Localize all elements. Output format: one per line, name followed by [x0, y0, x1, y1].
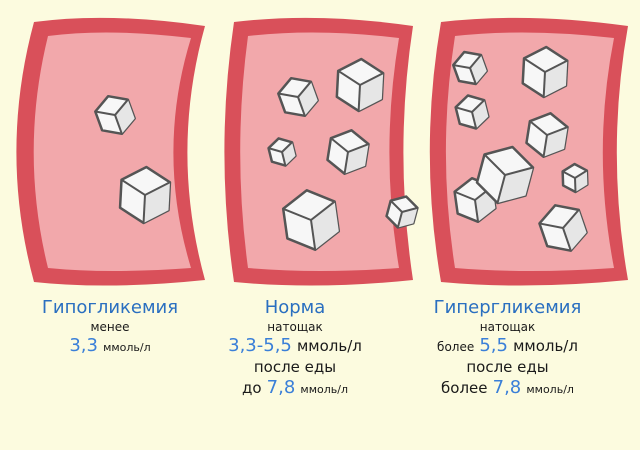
value: 5,5 [479, 335, 508, 357]
label: более [441, 379, 488, 398]
sugar-cube [94, 94, 136, 136]
column-norm: Норма натощак 3,3-5,5 ммоль/л после еды … [200, 297, 390, 399]
sugar-cube [538, 204, 588, 252]
sugar-cube [326, 129, 370, 175]
label: натощак [267, 319, 323, 334]
label: менее [90, 319, 130, 334]
label: после еды [466, 358, 549, 377]
sugar-cube [385, 195, 419, 229]
label: натощак [479, 319, 536, 334]
sugar-cube [118, 165, 172, 225]
sugar-cube [452, 50, 488, 86]
value: 7,8 [266, 377, 296, 399]
title: Норма [264, 297, 326, 318]
sugar-cube [525, 112, 569, 158]
sugar-cube [335, 57, 385, 113]
unit: ммоль/л [513, 337, 578, 356]
label: после еды [253, 358, 337, 377]
value: 7,8 [492, 377, 522, 399]
value: 3,3 [69, 335, 98, 357]
vessel-hypoglycemia [16, 17, 206, 286]
sugar-cube [277, 76, 319, 118]
sugar-cube [475, 145, 535, 205]
value: 3,3-5,5 [228, 335, 292, 357]
column-hyperglycemia: Гипергликемия натощак более 5,5 ммоль/л … [405, 297, 610, 399]
column-hypoglycemia: Гипогликемия менее 3,3 ммоль/л [20, 297, 200, 357]
unit: ммоль/л [300, 383, 348, 397]
vessel-lumen [33, 32, 192, 271]
sugar-cube [281, 189, 341, 251]
label: более [437, 340, 475, 355]
sugar-cube [561, 162, 589, 194]
sugar-cube [521, 45, 569, 99]
title: Гипергликемия [433, 297, 582, 318]
vessel-norm [224, 17, 419, 286]
sugar-cube [267, 137, 297, 167]
unit: ммоль/л [526, 383, 574, 397]
unit: ммоль/л [103, 341, 151, 355]
label: до [242, 379, 262, 398]
title: Гипогликемия [41, 297, 179, 318]
vessels-illustration [16, 17, 628, 286]
vessel-hyperglycemia [429, 17, 628, 286]
unit: ммоль/л [296, 337, 362, 356]
sugar-cube [454, 94, 490, 130]
